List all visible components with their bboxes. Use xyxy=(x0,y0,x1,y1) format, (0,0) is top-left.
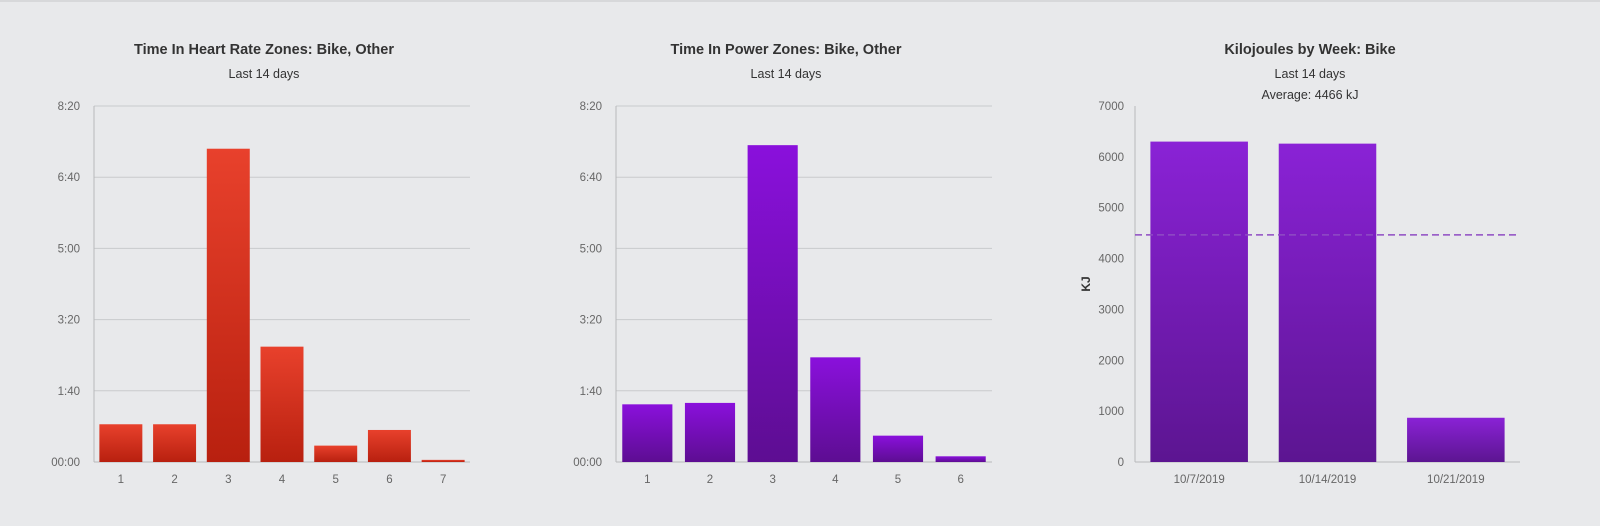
bar-7[interactable] xyxy=(421,459,465,462)
y-tick-label: 6:40 xyxy=(58,172,80,184)
power-zones-chart: Time In Power Zones: Bike, Other Last 14 … xyxy=(565,0,1025,526)
y-tick-label: 6:40 xyxy=(580,172,602,184)
chart-title: Time In Heart Rate Zones: Bike, Other xyxy=(134,42,394,58)
y-axis-title: KJ xyxy=(1079,276,1093,291)
bar-5[interactable] xyxy=(872,435,924,462)
x-tick-label: 4 xyxy=(279,474,286,486)
x-tick-label: 2 xyxy=(171,474,177,486)
kilojoules-by-week-chart: Kilojoules by Week: Bike Last 14 days Aver… xyxy=(1079,0,1570,526)
bar-5[interactable] xyxy=(314,445,358,462)
x-tick-label: 2 xyxy=(707,474,713,486)
top-divider xyxy=(0,0,1600,2)
y-tick-label: 1000 xyxy=(1098,406,1124,418)
chart-subtitle: Last 14 days xyxy=(1275,67,1346,81)
y-tick-label: 00:00 xyxy=(51,457,80,469)
y-tick-label: 7000 xyxy=(1098,101,1124,113)
x-tick-label: 3 xyxy=(225,474,231,486)
x-tick-label: 7 xyxy=(440,474,446,486)
bar-3[interactable] xyxy=(747,145,798,462)
bar-6[interactable] xyxy=(367,429,411,462)
chart-average-label: Average: 4466 kJ xyxy=(1261,88,1358,102)
x-tick-label: 3 xyxy=(769,474,775,486)
y-tick-label: 2000 xyxy=(1098,355,1124,367)
y-tick-label: 4000 xyxy=(1098,254,1124,266)
y-tick-label: 3:20 xyxy=(580,315,602,327)
y-tick-label: 5:00 xyxy=(58,243,80,255)
y-tick-label: 0 xyxy=(1118,457,1124,469)
bar-4[interactable] xyxy=(810,357,861,462)
x-tick-label: 6 xyxy=(386,474,392,486)
y-tick-label: 3:20 xyxy=(58,315,80,327)
bar-2[interactable] xyxy=(153,424,197,462)
y-tick-label: 5:00 xyxy=(580,243,602,255)
x-tick-label: 1 xyxy=(644,474,650,486)
y-tick-label: 3000 xyxy=(1098,304,1124,316)
bar-3[interactable] xyxy=(206,148,250,462)
bar-1[interactable] xyxy=(99,424,143,462)
bar-10/21/2019[interactable] xyxy=(1407,417,1505,462)
y-tick-label: 00:00 xyxy=(573,457,602,469)
chart-title: Time In Power Zones: Bike, Other xyxy=(671,42,902,58)
y-tick-label: 6000 xyxy=(1098,152,1124,164)
bar-10/14/2019[interactable] xyxy=(1278,143,1377,463)
y-tick-label: 5000 xyxy=(1098,203,1124,215)
x-tick-label: 10/7/2019 xyxy=(1174,474,1225,486)
x-tick-label: 1 xyxy=(118,474,124,486)
chart-title: Kilojoules by Week: Bike xyxy=(1224,42,1395,58)
y-tick-label: 8:20 xyxy=(580,101,602,113)
y-tick-label: 1:40 xyxy=(580,386,602,398)
y-tick-label: 1:40 xyxy=(58,386,80,398)
bar-4[interactable] xyxy=(260,346,304,462)
bar-10/7/2019[interactable] xyxy=(1150,141,1248,462)
bar-2[interactable] xyxy=(684,402,736,462)
bar-1[interactable] xyxy=(622,404,673,462)
x-tick-label: 10/21/2019 xyxy=(1427,474,1485,486)
x-tick-label: 10/14/2019 xyxy=(1299,474,1357,486)
bar-6[interactable] xyxy=(935,456,986,462)
chart-subtitle: Last 14 days xyxy=(229,67,300,81)
x-tick-label: 4 xyxy=(832,474,839,486)
x-tick-label: 5 xyxy=(333,474,339,486)
chart-subtitle: Last 14 days xyxy=(751,67,822,81)
x-tick-label: 5 xyxy=(895,474,901,486)
heart-rate-zones-chart: Time In Heart Rate Zones: Bike, Other Las… xyxy=(40,0,500,526)
y-tick-label: 8:20 xyxy=(58,101,80,113)
x-tick-label: 6 xyxy=(957,474,963,486)
